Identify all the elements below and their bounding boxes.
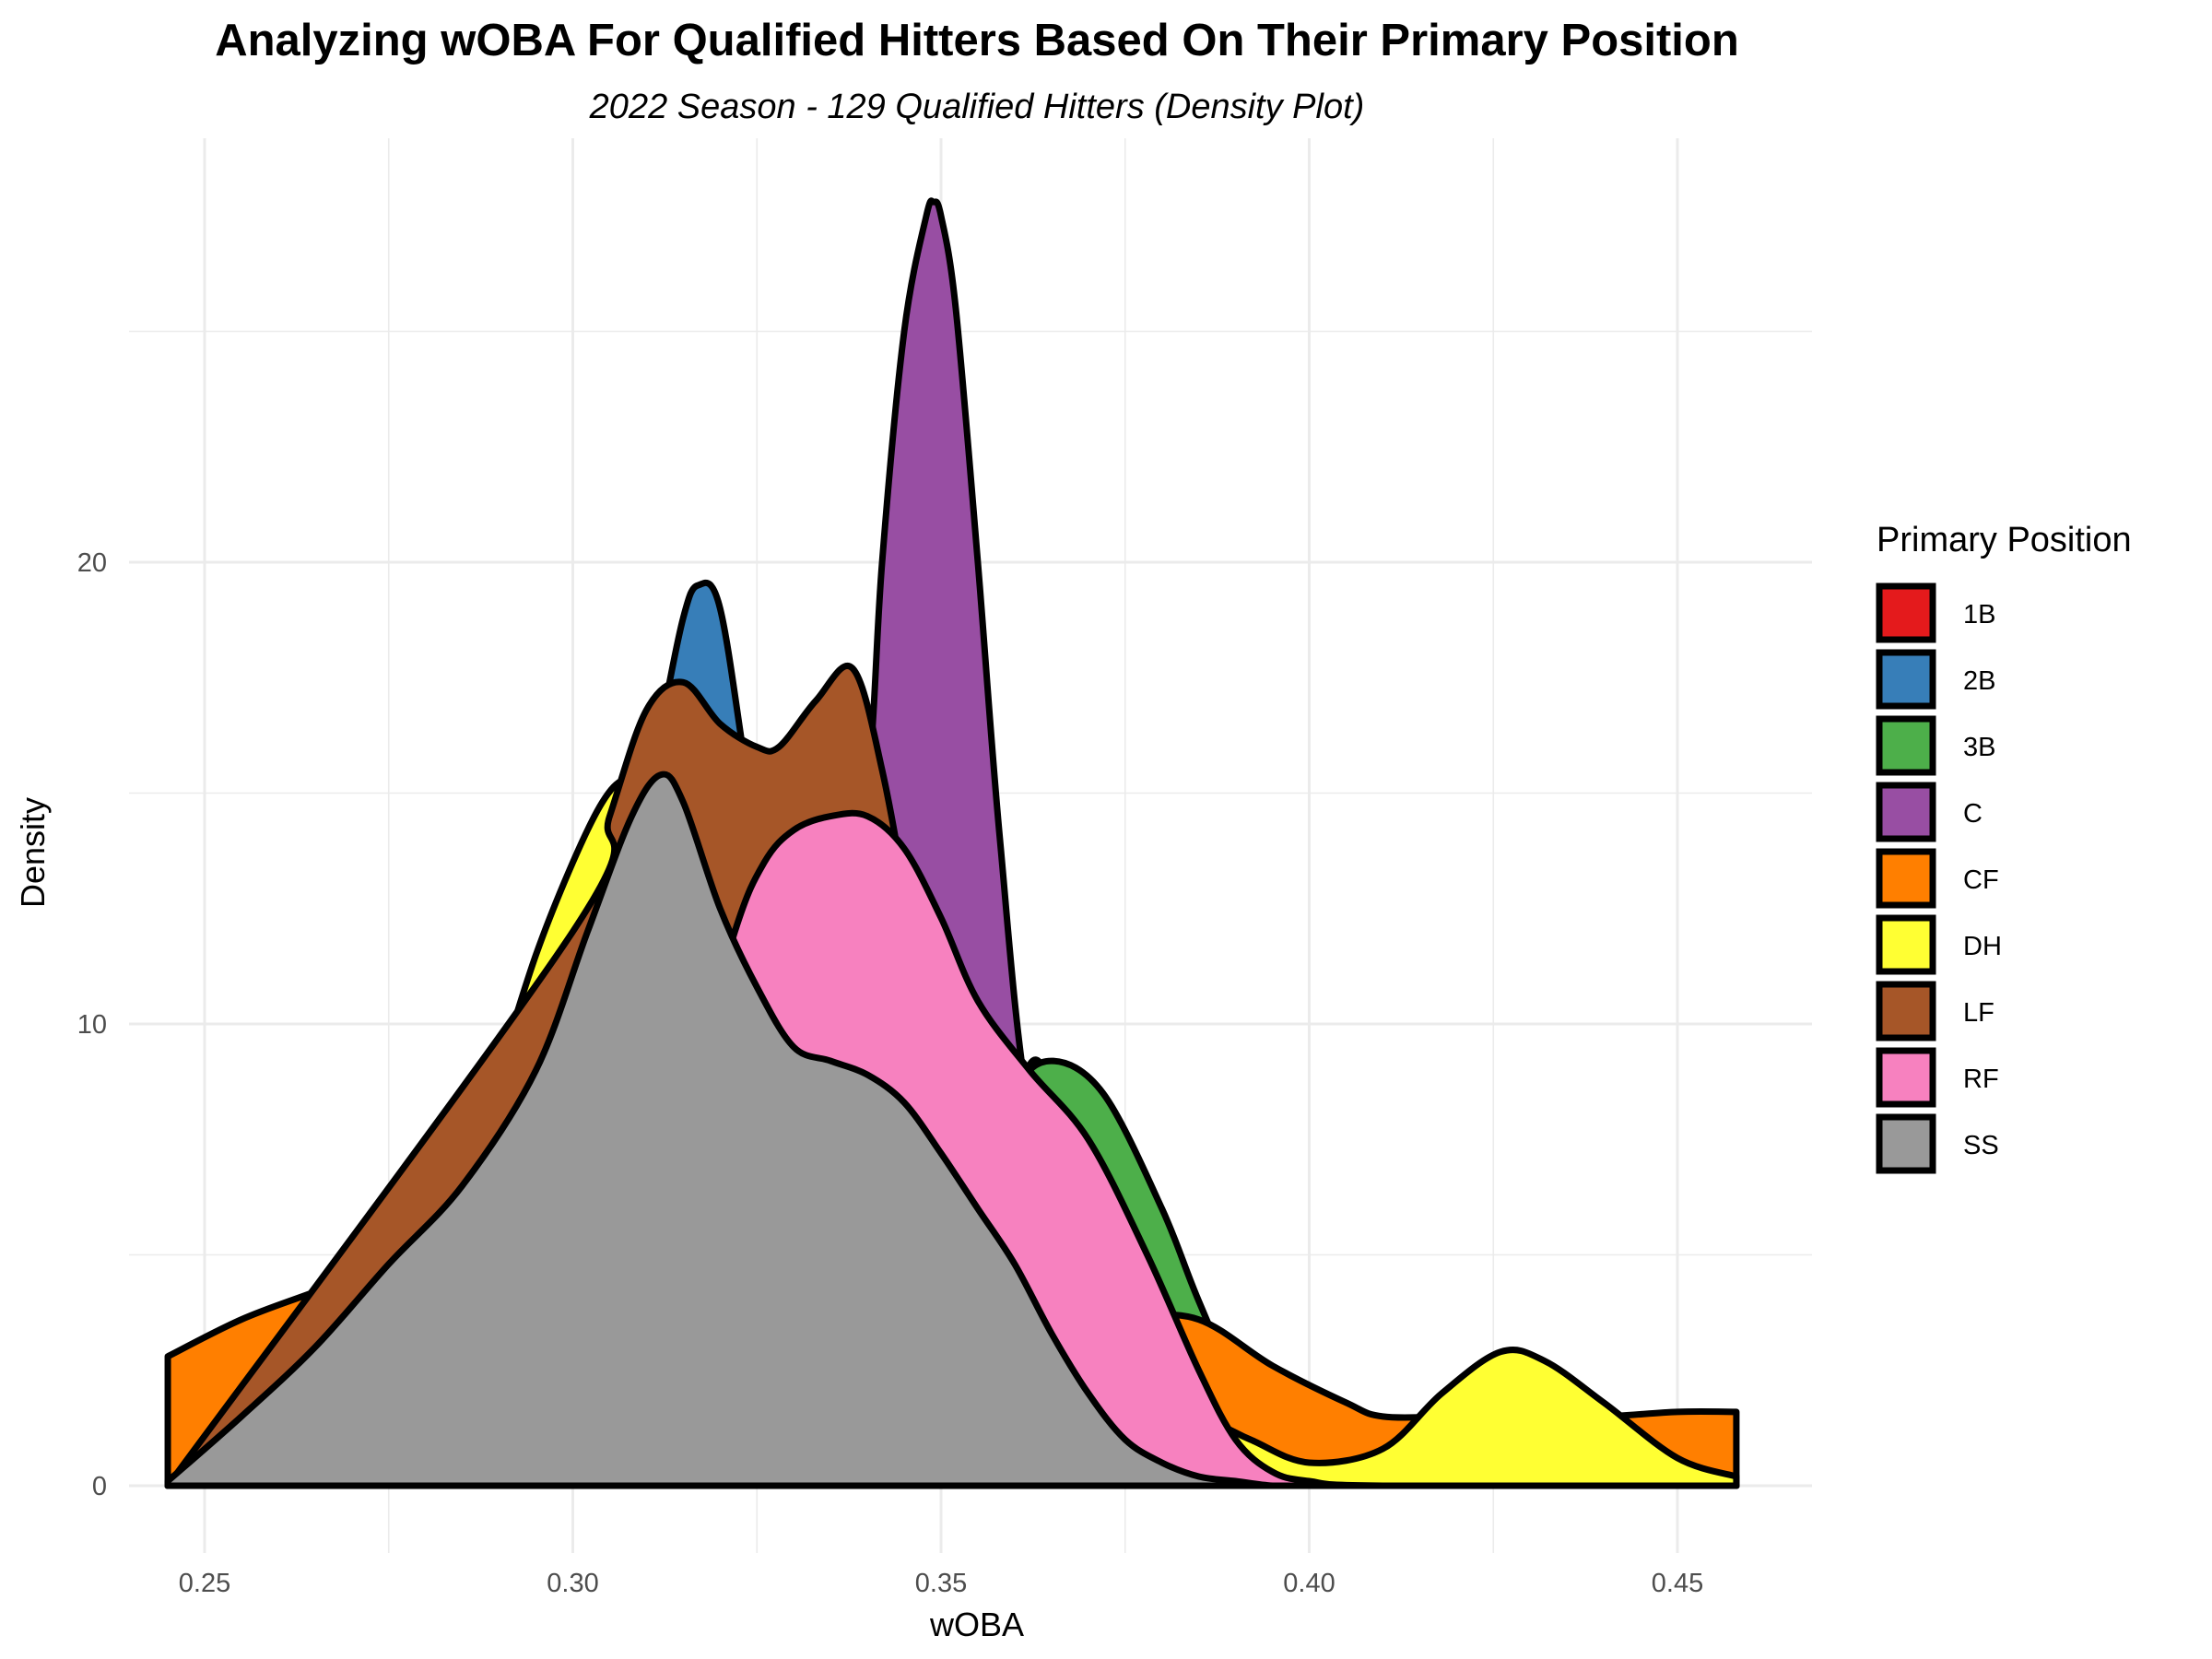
legend-swatch (1876, 1113, 1936, 1174)
legend-swatch (1876, 582, 1936, 643)
legend-label: 2B (1963, 666, 1995, 696)
y-axis-ticks: 0 10 20 (77, 548, 107, 1501)
y-axis-title: Density (14, 797, 52, 908)
legend-label: 3B (1963, 733, 1995, 762)
y-tick-label: 20 (77, 548, 107, 578)
density-area-ss (164, 771, 1740, 1489)
legend-item-2b: 2B (1876, 649, 1995, 710)
x-tick-label: 0.30 (547, 1569, 598, 1598)
legend-label: DH (1963, 932, 2002, 961)
legend-item-c: C (1876, 782, 1983, 842)
legend-item-ss: SS (1876, 1113, 1999, 1174)
legend-swatch (1876, 914, 1936, 975)
chart-subtitle: 2022 Season - 129 Qualified Hitters (Den… (589, 88, 1365, 126)
legend: Primary Position 1B 2B 3B C CF DH LF RF SS (1876, 521, 2132, 1174)
legend-swatch (1876, 848, 1936, 909)
legend-swatch (1876, 782, 1936, 842)
legend-item-1b: 1B (1876, 582, 1995, 643)
y-tick-label: 0 (92, 1472, 107, 1501)
x-tick-label: 0.45 (1652, 1569, 1703, 1598)
legend-swatch (1876, 981, 1936, 1041)
chart-title: Analyzing wOBA For Qualified Hitters Bas… (215, 16, 1739, 65)
legend-item-rf: RF (1876, 1047, 1999, 1108)
x-axis-title: wOBA (929, 1606, 1024, 1643)
legend-swatch (1876, 649, 1936, 710)
legend-label: SS (1963, 1131, 1999, 1160)
series-layer (164, 197, 1740, 1489)
legend-label: 1B (1963, 600, 1995, 629)
x-axis-ticks: 0.25 0.30 0.35 0.40 0.45 (179, 1569, 1703, 1598)
legend-swatch (1876, 715, 1936, 776)
legend-item-3b: 3B (1876, 715, 1995, 776)
legend-item-lf: LF (1876, 981, 1994, 1041)
legend-title: Primary Position (1877, 521, 2132, 559)
y-tick-label: 10 (77, 1010, 107, 1040)
legend-item-dh: DH (1876, 914, 2002, 975)
x-tick-label: 0.40 (1283, 1569, 1335, 1598)
x-tick-label: 0.35 (915, 1569, 967, 1598)
legend-label: CF (1963, 865, 1999, 895)
legend-item-cf: CF (1876, 848, 1999, 909)
x-tick-label: 0.25 (179, 1569, 230, 1598)
legend-label: RF (1963, 1065, 1999, 1094)
legend-swatch (1876, 1047, 1936, 1108)
legend-label: LF (1963, 998, 1994, 1028)
legend-label: C (1963, 799, 1983, 829)
